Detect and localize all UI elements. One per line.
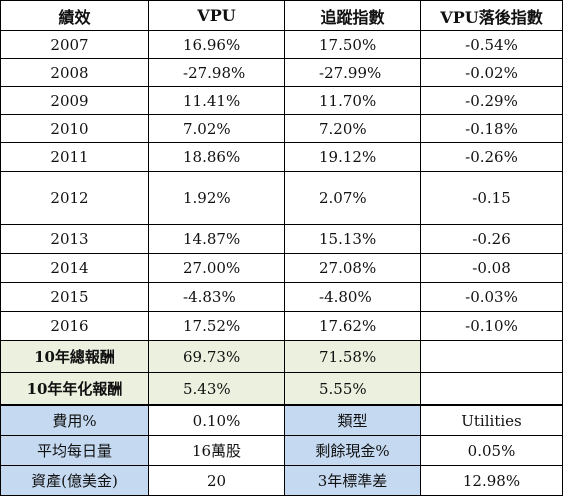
vpu-return-cell: 11.41% <box>148 86 285 115</box>
summary-empty-cell <box>420 372 563 406</box>
lag-cell: -0.08 <box>420 253 563 283</box>
stat-label: 平均每日量 <box>0 435 149 466</box>
stat-label: 費用% <box>0 404 149 436</box>
lag-cell: -0.03% <box>420 282 563 312</box>
table-row: 2013 14.87% 15.13% -0.26 <box>0 224 563 254</box>
lag-cell: -0.02% <box>420 58 563 87</box>
table-row: 2012 1.92% 2.07% -0.15 <box>0 171 563 225</box>
lag-cell: -0.54% <box>420 30 563 59</box>
stat-value: Utilities <box>420 404 563 436</box>
year-cell: 2010 <box>0 114 149 143</box>
stat-value: 0.10% <box>148 404 285 436</box>
vpu-return-cell: -4.83% <box>148 282 285 312</box>
index-return-cell: -4.80% <box>284 282 421 312</box>
summary-label: 10年總報酬 <box>0 340 149 373</box>
summary-vpu-value: 5.43% <box>148 372 285 406</box>
stat-label: 3年標準差 <box>284 465 421 496</box>
table-row: 2014 27.00% 27.08% -0.08 <box>0 253 563 283</box>
index-return-cell: -27.99% <box>284 58 421 87</box>
index-return-cell: 19.12% <box>284 142 421 172</box>
index-return-cell: 2.07% <box>284 171 421 225</box>
summary-vpu-value: 69.73% <box>148 340 285 373</box>
vpu-return-cell: 7.02% <box>148 114 285 143</box>
year-cell: 2012 <box>0 171 149 225</box>
stat-value: 12.98% <box>420 465 563 496</box>
year-cell: 2015 <box>0 282 149 312</box>
table-row: 2009 11.41% 11.70% -0.29% <box>0 86 563 115</box>
stats-row: 資產(億美金) 20 3年標準差 12.98% <box>0 465 563 496</box>
year-cell: 2013 <box>0 224 149 254</box>
summary-row-total-return: 10年總報酬 69.73% 71.58% <box>0 340 563 373</box>
year-cell: 2009 <box>0 86 149 115</box>
lag-cell: -0.15 <box>420 171 563 225</box>
stats-row: 費用% 0.10% 類型 Utilities <box>0 404 563 436</box>
year-cell: 2016 <box>0 311 149 341</box>
lag-cell: -0.26% <box>420 142 563 172</box>
index-return-cell: 17.50% <box>284 30 421 59</box>
stat-label: 資產(億美金) <box>0 465 149 496</box>
header-row: 績效 VPU 追蹤指數 VPU落後指數 <box>0 0 563 31</box>
stat-label: 剩餘現金% <box>284 435 421 466</box>
index-return-cell: 17.62% <box>284 311 421 341</box>
year-cell: 2011 <box>0 142 149 172</box>
year-cell: 2014 <box>0 253 149 283</box>
summary-index-value: 71.58% <box>284 340 421 373</box>
vpu-return-cell: 17.52% <box>148 311 285 341</box>
index-return-cell: 27.08% <box>284 253 421 283</box>
index-return-cell: 11.70% <box>284 86 421 115</box>
header-performance: 績效 <box>0 0 149 31</box>
table-row: 2015 -4.83% -4.80% -0.03% <box>0 282 563 312</box>
stat-value: 20 <box>148 465 285 496</box>
lag-cell: -0.18% <box>420 114 563 143</box>
stats-row: 平均每日量 16萬股 剩餘現金% 0.05% <box>0 435 563 466</box>
index-return-cell: 7.20% <box>284 114 421 143</box>
lag-cell: -0.26 <box>420 224 563 254</box>
summary-index-value: 5.55% <box>284 372 421 406</box>
index-return-cell: 15.13% <box>284 224 421 254</box>
summary-label: 10年年化報酬 <box>0 372 149 406</box>
vpu-return-cell: 14.87% <box>148 224 285 254</box>
table-row: 2011 18.86% 19.12% -0.26% <box>0 142 563 172</box>
stat-label: 類型 <box>284 404 421 436</box>
header-tracking-index: 追蹤指數 <box>284 0 421 31</box>
summary-row-annualized-return: 10年年化報酬 5.43% 5.55% <box>0 372 563 406</box>
stat-value: 0.05% <box>420 435 563 466</box>
stat-value: 16萬股 <box>148 435 285 466</box>
year-cell: 2008 <box>0 58 149 87</box>
header-vpu: VPU <box>148 0 285 31</box>
table-row: 2007 16.96% 17.50% -0.54% <box>0 30 563 59</box>
vpu-return-cell: -27.98% <box>148 58 285 87</box>
table-row: 2010 7.02% 7.20% -0.18% <box>0 114 563 143</box>
vpu-return-cell: 27.00% <box>148 253 285 283</box>
table-row: 2008 -27.98% -27.99% -0.02% <box>0 58 563 87</box>
vpu-return-cell: 1.92% <box>148 171 285 225</box>
vpu-return-cell: 18.86% <box>148 142 285 172</box>
vpu-return-cell: 16.96% <box>148 30 285 59</box>
header-vpu-lag: VPU落後指數 <box>420 0 563 31</box>
lag-cell: -0.10% <box>420 311 563 341</box>
summary-empty-cell <box>420 340 563 373</box>
table-row: 2016 17.52% 17.62% -0.10% <box>0 311 563 341</box>
lag-cell: -0.29% <box>420 86 563 115</box>
year-cell: 2007 <box>0 30 149 59</box>
